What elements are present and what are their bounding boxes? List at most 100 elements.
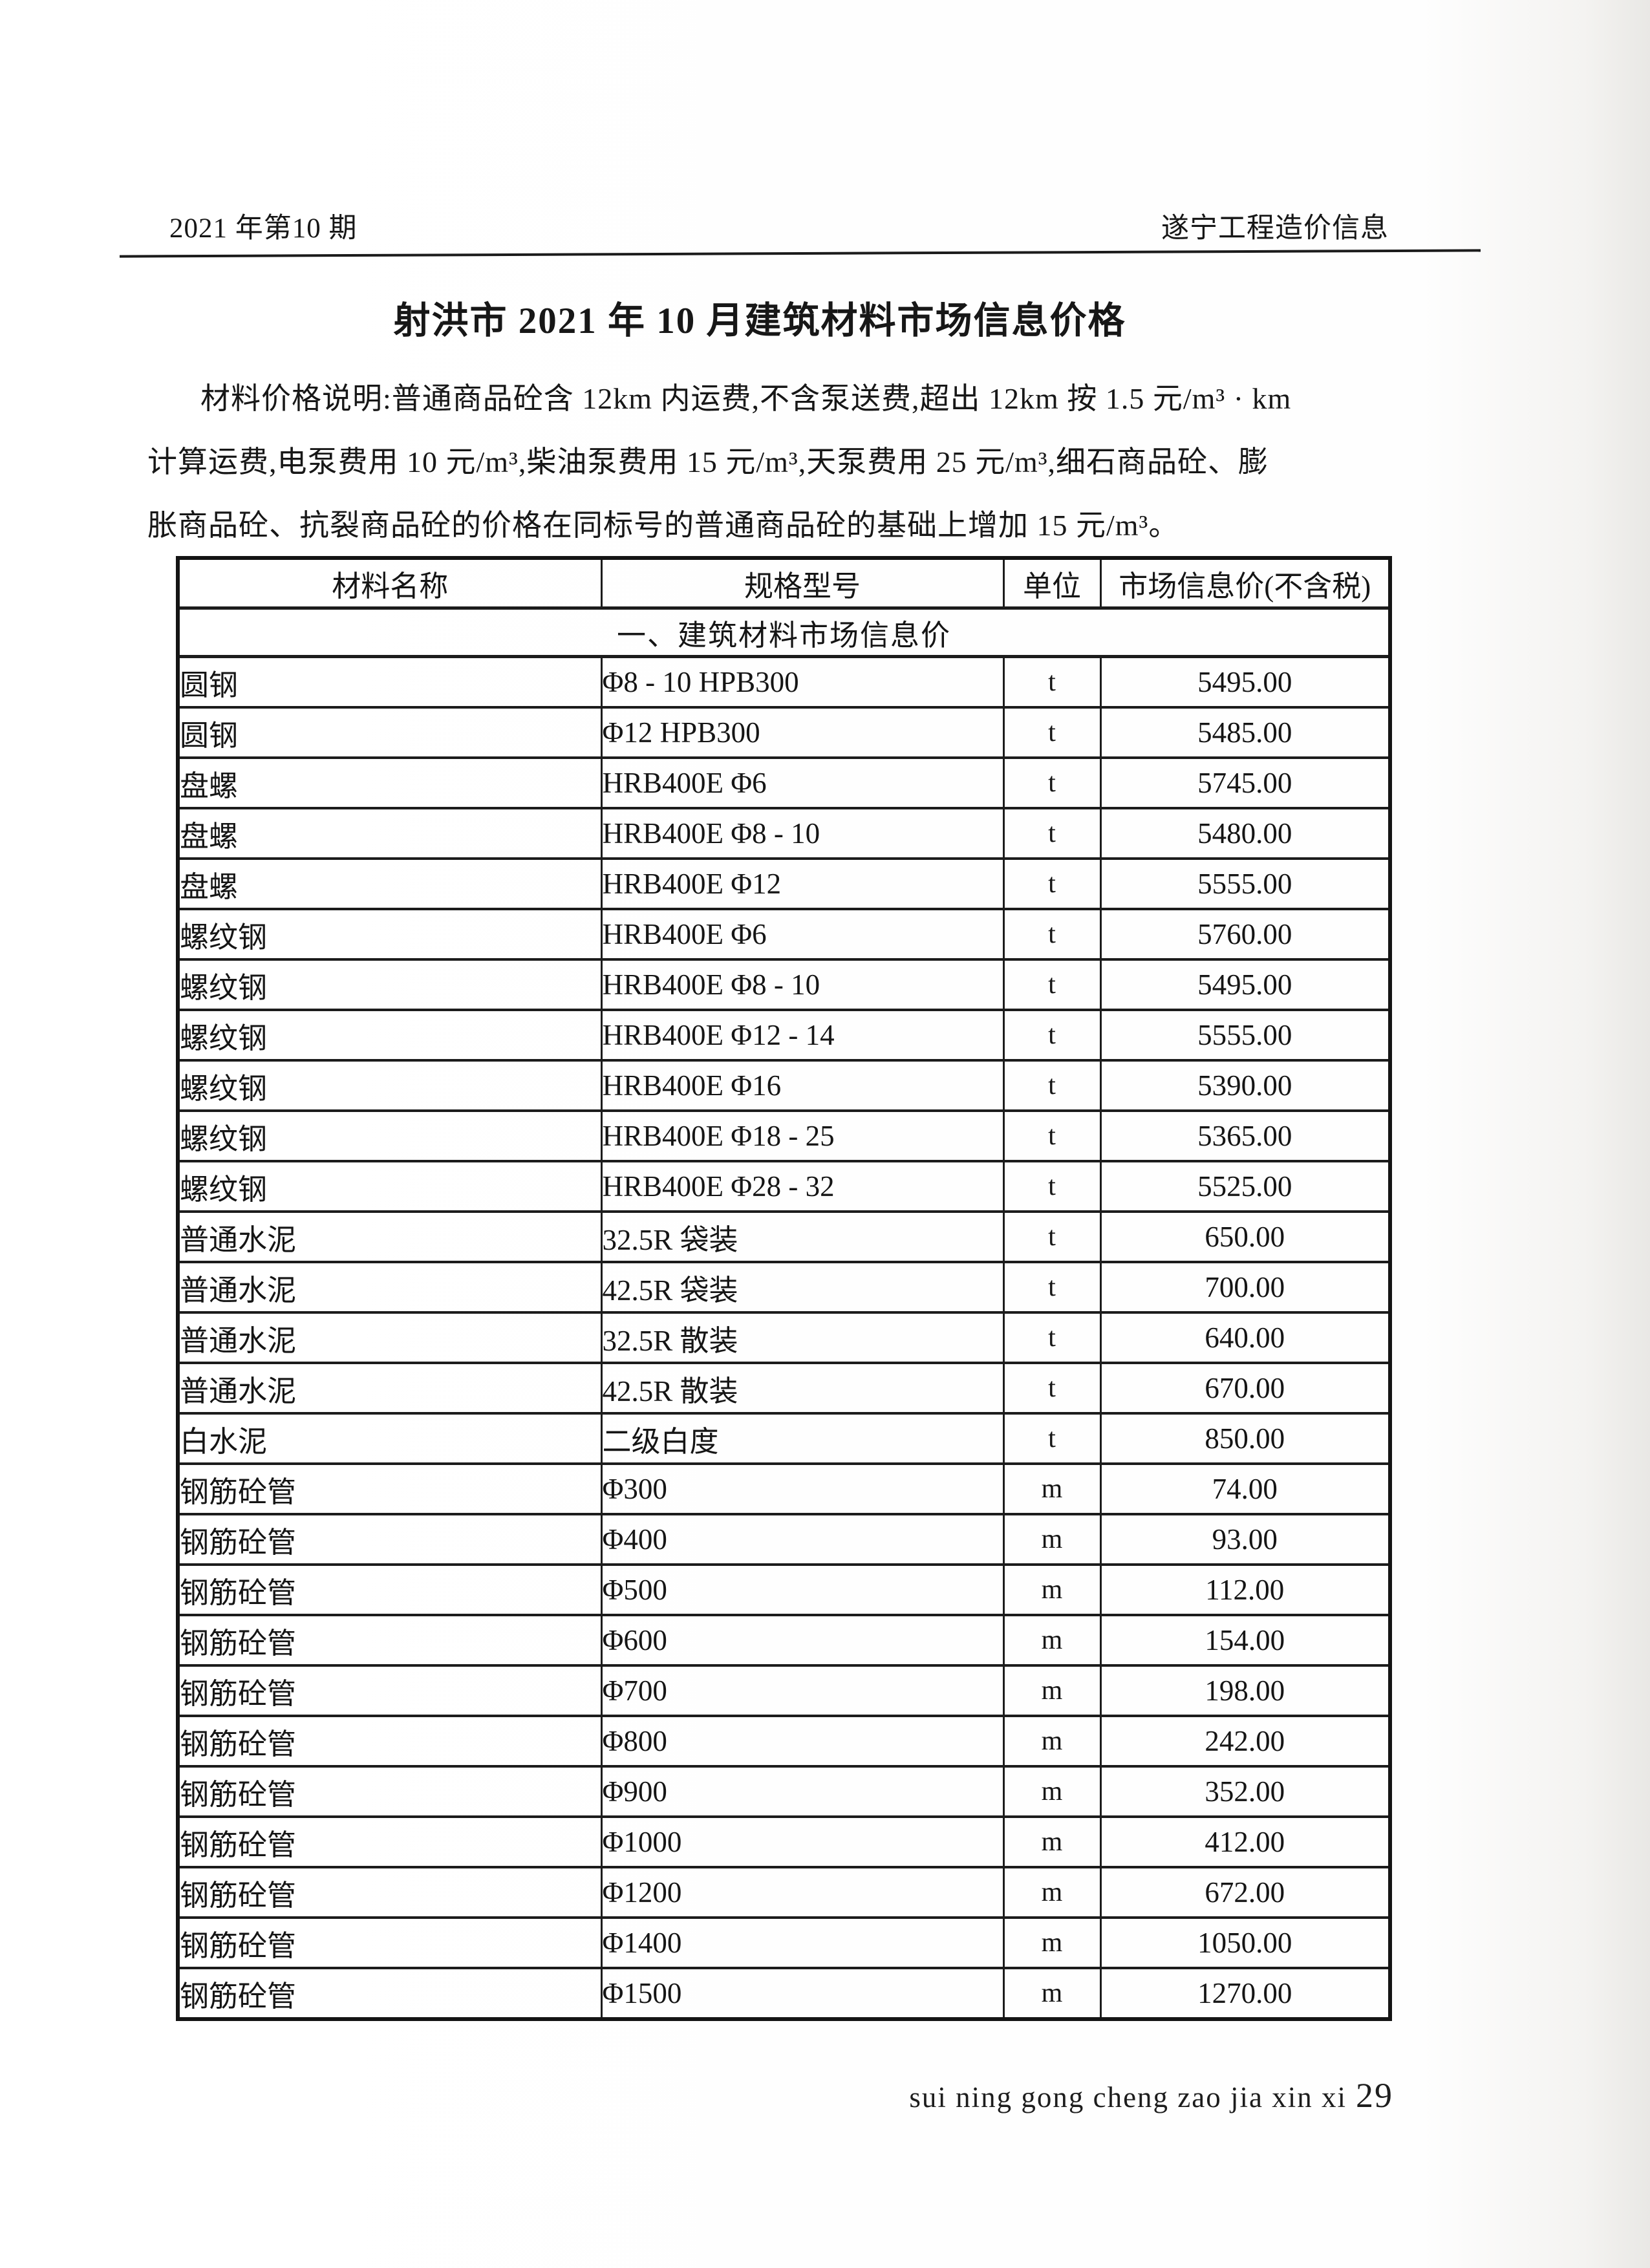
- material-name-cell: 螺纹钢: [177, 1160, 603, 1213]
- spec-cell: 32.5R 散装: [600, 1311, 1005, 1364]
- price-cell: 1270.00: [1099, 1967, 1391, 2020]
- table-row: 圆钢 Φ8 - 10 HPB300 t 5495.00: [177, 655, 1391, 709]
- masthead: 2021 年第10 期 遂宁工程造价信息: [169, 206, 1389, 246]
- spec-cell: Φ900: [600, 1765, 1005, 1818]
- material-name-cell: 螺纹钢: [177, 958, 603, 1011]
- unit-cell: m: [1002, 1664, 1102, 1717]
- unit-cell: t: [1002, 655, 1102, 709]
- note-line-3: 胀商品砼、抗裂商品砼的价格在同标号的普通商品砼的基础上增加 15 元/m³。: [147, 509, 1179, 542]
- table-row: 盘螺 HRB400E Φ8 - 10 t 5480.00: [177, 807, 1391, 860]
- unit-cell: m: [1002, 1967, 1102, 2020]
- spec-cell: Φ400: [600, 1513, 1005, 1566]
- table-row: 普通水泥 42.5R 散装 t 670.00: [177, 1362, 1391, 1415]
- material-name-cell: 普通水泥: [177, 1210, 603, 1263]
- spec-cell: HRB400E Φ8 - 10: [600, 958, 1005, 1011]
- unit-cell: m: [1002, 1614, 1102, 1667]
- col-header-market-price: 市场信息价(不含税): [1099, 557, 1391, 610]
- price-cell: 850.00: [1099, 1412, 1391, 1465]
- table-row: 白水泥 二级白度 t 850.00: [177, 1412, 1391, 1465]
- spec-cell: Φ500: [600, 1563, 1005, 1616]
- material-name-cell: 钢筋砼管: [177, 1967, 603, 2020]
- spec-cell: Φ1400: [600, 1916, 1005, 1969]
- material-name-cell: 钢筋砼管: [177, 1866, 603, 1919]
- material-name-cell: 钢筋砼管: [177, 1916, 603, 1969]
- table-row: 普通水泥 42.5R 袋装 t 700.00: [177, 1261, 1391, 1314]
- table-row: 钢筋砼管 Φ300 m 74.00: [177, 1462, 1391, 1515]
- spec-cell: HRB400E Φ8 - 10: [600, 807, 1005, 860]
- table-body: 一、建筑材料市场信息价 圆钢 Φ8 - 10 HPB300 t 5495.00 …: [177, 606, 1391, 2020]
- price-cell: 5745.00: [1099, 756, 1391, 809]
- spec-cell: Φ800: [600, 1715, 1005, 1768]
- material-name-cell: 普通水泥: [177, 1311, 603, 1364]
- spec-cell: Φ300: [600, 1462, 1005, 1515]
- spec-cell: HRB400E Φ12: [600, 857, 1005, 910]
- table-row: 盘螺 HRB400E Φ12 t 5555.00: [177, 857, 1391, 910]
- price-cell: 640.00: [1099, 1311, 1391, 1364]
- col-header-spec-model: 规格型号: [600, 557, 1005, 610]
- note-line-1: 材料价格说明:普通商品砼含 12km 内运费,不含泵送费,超出 12km 按 1…: [200, 382, 1292, 415]
- material-name-cell: 钢筋砼管: [177, 1815, 603, 1868]
- unit-cell: t: [1002, 1261, 1102, 1314]
- price-cell: 154.00: [1099, 1614, 1391, 1667]
- price-cell: 412.00: [1099, 1815, 1391, 1868]
- material-name-cell: 盘螺: [177, 756, 603, 809]
- page-footer: sui ning gong cheng zao jia xin xi 29: [905, 2075, 1393, 2115]
- unit-cell: t: [1002, 1009, 1102, 1062]
- price-cell: 5760.00: [1099, 908, 1391, 961]
- unit-cell: t: [1002, 1412, 1102, 1465]
- material-name-cell: 盘螺: [177, 857, 603, 910]
- table-row: 钢筋砼管 Φ700 m 198.00: [177, 1664, 1391, 1717]
- material-name-cell: 钢筋砼管: [177, 1462, 603, 1515]
- unit-cell: m: [1002, 1563, 1102, 1616]
- unit-cell: t: [1002, 857, 1102, 910]
- price-cell: 5365.00: [1099, 1109, 1391, 1162]
- spec-cell: Φ1200: [600, 1866, 1005, 1919]
- spec-cell: 42.5R 散装: [600, 1362, 1005, 1415]
- table-row: 钢筋砼管 Φ1200 m 672.00: [177, 1866, 1391, 1919]
- material-name-cell: 钢筋砼管: [177, 1614, 603, 1667]
- unit-cell: m: [1002, 1513, 1102, 1566]
- material-name-cell: 钢筋砼管: [177, 1765, 603, 1818]
- unit-cell: m: [1002, 1715, 1102, 1768]
- table-row: 盘螺 HRB400E Φ6 t 5745.00: [177, 756, 1391, 809]
- material-name-cell: 钢筋砼管: [177, 1563, 603, 1616]
- issue-label: 2021 年第10 期: [169, 213, 358, 244]
- spec-cell: HRB400E Φ6: [600, 908, 1005, 961]
- price-cell: 5555.00: [1099, 1009, 1391, 1062]
- price-cell: 5495.00: [1099, 958, 1391, 1011]
- table-row: 钢筋砼管 Φ400 m 93.00: [177, 1513, 1391, 1566]
- price-cell: 93.00: [1099, 1513, 1391, 1566]
- table-row: 圆钢 Φ12 HPB300 t 5485.00: [177, 706, 1391, 759]
- table-row: 普通水泥 32.5R 散装 t 640.00: [177, 1311, 1391, 1364]
- table-row: 钢筋砼管 Φ900 m 352.00: [177, 1765, 1391, 1818]
- price-cell: 5555.00: [1099, 857, 1391, 910]
- price-cell: 74.00: [1099, 1462, 1391, 1515]
- material-name-cell: 螺纹钢: [177, 908, 603, 961]
- material-name-cell: 盘螺: [177, 807, 603, 860]
- material-name-cell: 螺纹钢: [177, 1109, 603, 1162]
- unit-cell: m: [1002, 1866, 1102, 1919]
- spec-cell: HRB400E Φ18 - 25: [600, 1109, 1005, 1162]
- table-row: 螺纹钢 HRB400E Φ6 t 5760.00: [177, 908, 1391, 961]
- table-row: 螺纹钢 HRB400E Φ28 - 32 t 5525.00: [177, 1160, 1391, 1213]
- table-row: 普通水泥 32.5R 袋装 t 650.00: [177, 1210, 1391, 1263]
- material-name-cell: 圆钢: [177, 655, 603, 709]
- spec-cell: 二级白度: [600, 1412, 1005, 1465]
- table-row: 钢筋砼管 Φ1500 m 1270.00: [177, 1967, 1391, 2020]
- price-cell: 1050.00: [1099, 1916, 1391, 1969]
- price-cell: 5485.00: [1099, 706, 1391, 759]
- material-name-cell: 普通水泥: [177, 1261, 603, 1314]
- price-cell: 650.00: [1099, 1210, 1391, 1263]
- table-row: 螺纹钢 HRB400E Φ16 t 5390.00: [177, 1059, 1391, 1112]
- unit-cell: t: [1002, 756, 1102, 809]
- publication-name: 遂宁工程造价信息: [1161, 213, 1389, 244]
- unit-cell: m: [1002, 1916, 1102, 1969]
- unit-cell: m: [1002, 1765, 1102, 1818]
- spec-cell: Φ8 - 10 HPB300: [600, 655, 1005, 709]
- unit-cell: t: [1002, 1160, 1102, 1213]
- col-header-unit: 单位: [1002, 557, 1102, 610]
- table-row: 钢筋砼管 Φ1000 m 412.00: [177, 1815, 1391, 1868]
- spec-cell: 32.5R 袋装: [600, 1210, 1005, 1263]
- spec-cell: HRB400E Φ12 - 14: [600, 1009, 1005, 1062]
- material-name-cell: 钢筋砼管: [177, 1664, 603, 1717]
